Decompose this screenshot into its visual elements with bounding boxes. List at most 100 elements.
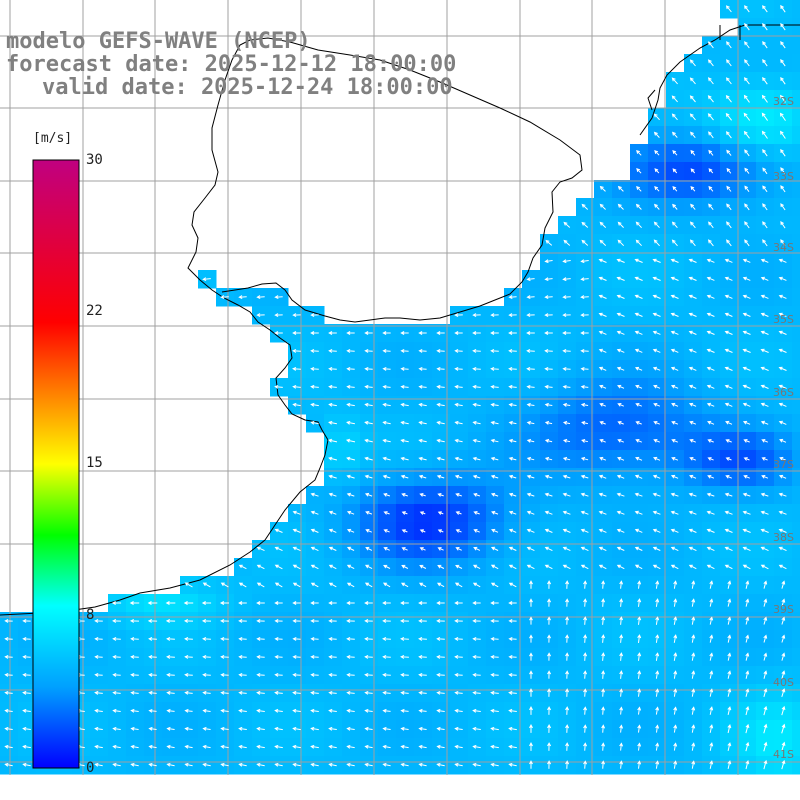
wind-arrow <box>616 330 625 335</box>
wind-arrow <box>454 366 463 371</box>
speed-cell <box>792 144 800 163</box>
wind-arrow <box>780 167 786 175</box>
wind-arrow <box>779 94 786 103</box>
wind-arrow <box>328 528 337 533</box>
wind-arrow <box>762 23 768 31</box>
wind-arrow <box>94 726 103 731</box>
wind-arrow <box>364 601 373 605</box>
wind-arrow <box>601 760 606 769</box>
wind-arrow <box>780 4 786 13</box>
wind-arrow <box>706 294 715 299</box>
wind-arrow <box>418 438 427 443</box>
wind-arrow <box>780 221 786 229</box>
wind-arrow <box>637 580 642 589</box>
wind-arrow <box>760 366 769 371</box>
wind-arrow <box>400 690 409 695</box>
wind-arrow <box>562 348 571 353</box>
wind-arrow <box>619 724 624 733</box>
wind-arrow <box>238 295 247 300</box>
wind-arrow <box>400 601 409 605</box>
wind-arrow <box>727 760 732 770</box>
wind-arrow <box>472 672 481 677</box>
wind-arrow <box>292 510 301 515</box>
wind-arrow <box>436 402 445 407</box>
wind-arrow <box>691 598 696 607</box>
wind-arrow <box>310 690 319 695</box>
wind-arrow <box>22 654 31 659</box>
wind-arrow <box>580 277 589 282</box>
wind-arrow <box>653 456 661 461</box>
wind-arrow <box>743 94 750 103</box>
wind-arrow <box>726 185 732 192</box>
wind-arrow <box>562 474 571 479</box>
wind-arrow <box>202 690 211 695</box>
wind-arrow <box>201 618 212 623</box>
wind-arrow <box>637 760 642 769</box>
wind-arrow <box>562 384 571 389</box>
wind-arrow <box>526 366 535 371</box>
wind-arrow <box>583 616 588 625</box>
wind-arrow <box>580 564 589 570</box>
wind-arrow <box>689 77 696 85</box>
wind-arrow <box>508 708 517 713</box>
wind-arrow <box>583 580 588 589</box>
wind-arrow <box>583 598 588 607</box>
wind-arrow <box>688 276 697 281</box>
wind-arrow <box>673 670 678 679</box>
wind-arrow <box>724 294 733 299</box>
wind-arrow <box>691 760 696 769</box>
wind-arrow <box>544 438 553 443</box>
wind-arrow <box>598 546 607 552</box>
wind-arrow <box>328 582 337 588</box>
wind-arrow <box>382 402 391 407</box>
wind-arrow <box>454 582 463 588</box>
wind-arrow <box>616 492 625 497</box>
wind-arrow <box>183 601 194 605</box>
lat-label: 35S <box>773 313 794 326</box>
wind-arrow <box>671 77 678 85</box>
wind-arrow <box>274 672 283 677</box>
wind-arrow <box>599 421 606 425</box>
wind-arrow <box>148 744 157 749</box>
wind-arrow <box>636 149 642 156</box>
wind-arrow <box>454 438 463 443</box>
wind-arrow <box>418 348 427 353</box>
wind-arrow <box>437 547 444 551</box>
wind-arrow <box>688 528 697 533</box>
speed-cell <box>792 234 800 253</box>
wind-arrow <box>709 760 714 769</box>
wind-arrow <box>599 221 607 228</box>
wind-arrow <box>148 726 157 731</box>
wind-arrow <box>526 420 535 425</box>
wind-arrow <box>256 618 265 623</box>
wind-arrow <box>562 528 571 533</box>
wind-arrow <box>526 546 535 552</box>
wind-arrow <box>112 672 121 677</box>
speed-cell <box>792 36 800 55</box>
wind-arrow <box>617 203 624 210</box>
wind-arrow <box>148 690 157 695</box>
wind-arrow <box>436 744 445 749</box>
wind-arrow <box>745 616 750 625</box>
wind-arrow <box>544 546 553 552</box>
wind-arrow <box>436 384 445 389</box>
wind-arrow <box>670 258 679 263</box>
wind-arrow <box>762 203 768 211</box>
speed-cell <box>792 522 800 541</box>
wind-arrow <box>689 420 697 425</box>
wind-arrow <box>544 366 553 371</box>
wind-arrow <box>454 313 463 318</box>
wind-arrow <box>763 652 768 661</box>
wind-arrow <box>220 708 229 713</box>
wind-arrow <box>652 528 661 533</box>
wind-arrow <box>580 546 589 552</box>
wind-arrow <box>779 438 787 443</box>
wind-arrow <box>529 760 533 769</box>
wind-arrow <box>292 744 301 749</box>
wind-arrow <box>673 724 678 733</box>
wind-arrow <box>763 670 768 679</box>
wind-arrow <box>691 616 696 625</box>
wind-arrow <box>473 529 480 533</box>
wind-arrow <box>760 402 769 407</box>
wind-arrow <box>472 474 481 479</box>
